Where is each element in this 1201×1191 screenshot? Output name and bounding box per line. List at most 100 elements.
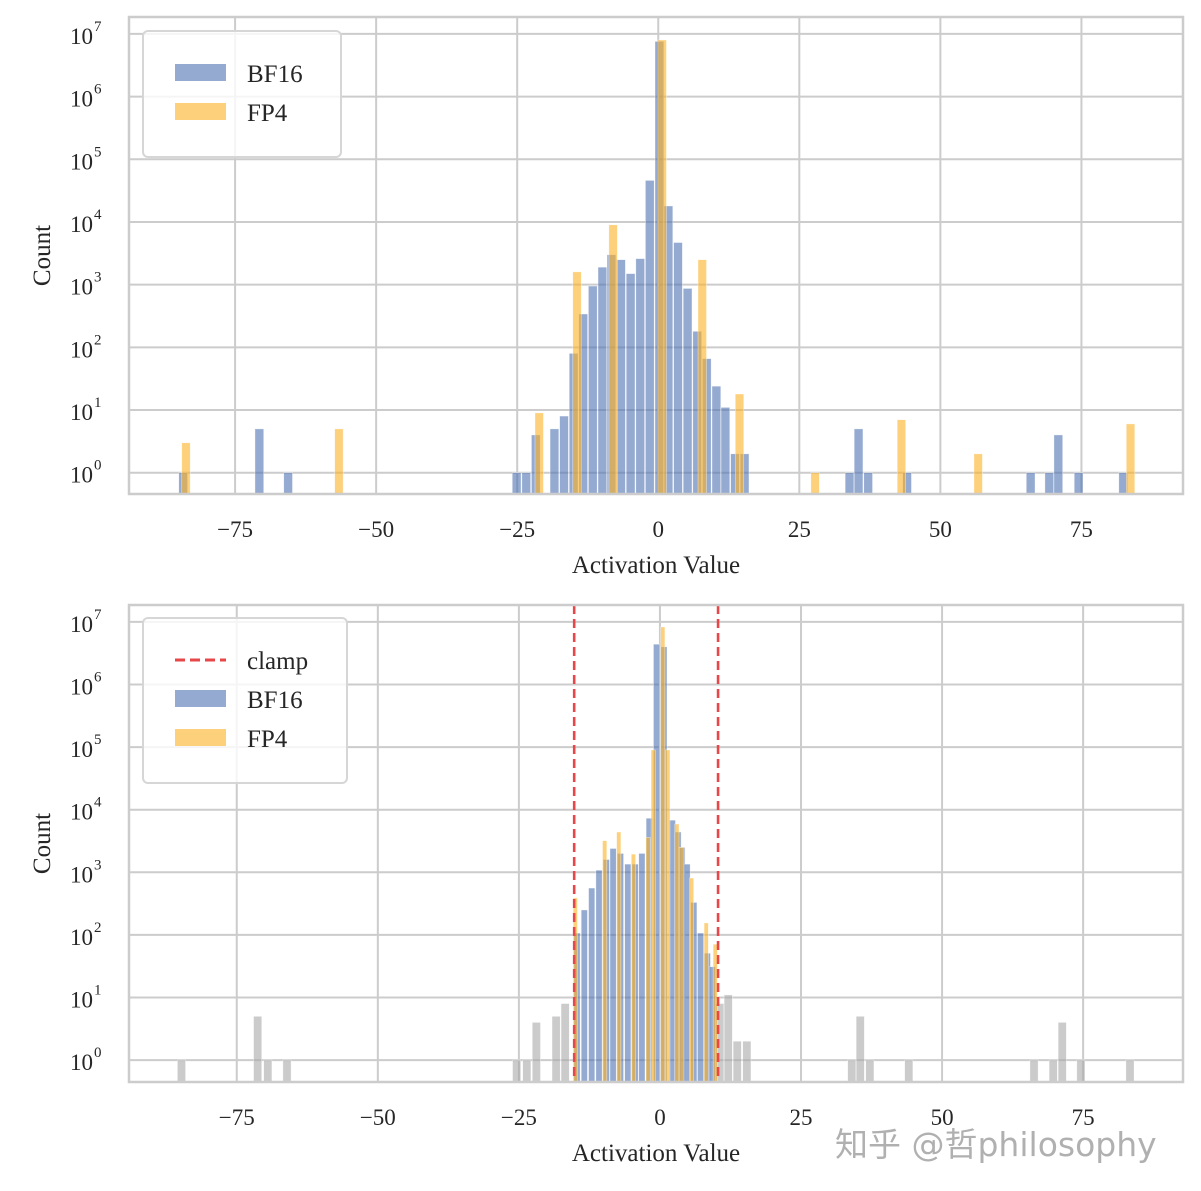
bar-BF16 [624, 863, 632, 1083]
legend-patch-swatch [175, 64, 226, 81]
bar-BF16 [254, 428, 265, 495]
bar-FP4 [660, 626, 666, 1083]
y-axis-label: Count [29, 813, 56, 874]
legend-box [142, 617, 348, 784]
y-tick-exponent: 5 [94, 144, 102, 160]
bar-FP4 [334, 428, 344, 495]
bar-FP4 [572, 271, 582, 495]
bar-BF16 [609, 848, 617, 1083]
bar-BF16 [635, 258, 645, 495]
y-tick-exponent: 0 [94, 458, 102, 474]
bar-outside-clamp [1076, 1059, 1086, 1083]
bar-BF16 [595, 869, 603, 1083]
y-tick-label: 10 [70, 87, 93, 112]
y-tick-exponent: 1 [94, 395, 102, 411]
bar-FP4 [896, 419, 906, 495]
bar-FP4 [734, 393, 745, 495]
bar-FP4 [665, 749, 671, 1083]
legend: clamp BF16 FP4 [142, 617, 348, 784]
series-FP4 [181, 39, 1136, 495]
bar-FP4 [1125, 423, 1136, 495]
bar-BF16 [863, 472, 873, 495]
bar-outside-clamp [512, 1059, 522, 1083]
x-tick-label: 75 [1070, 517, 1093, 542]
bar-BF16 [616, 259, 626, 495]
bar-outside-clamp [732, 1040, 742, 1083]
bar-outside-clamp [1125, 1059, 1135, 1083]
y-tick-exponent: 7 [94, 19, 102, 35]
y-axis-label: Count [29, 225, 56, 286]
watermark: 知乎 @哲philosophy [835, 1125, 1157, 1164]
bar-BF16 [283, 472, 293, 495]
bar-BF16 [625, 273, 636, 495]
bar-outside-clamp [1029, 1059, 1039, 1083]
bar-BF16 [588, 887, 596, 1083]
x-tick-label: 0 [654, 1105, 666, 1130]
legend-label: BF16 [247, 687, 303, 714]
y-tick-exponent: 2 [94, 920, 102, 936]
series-BF16 [573, 643, 716, 1083]
y-tick-exponent: 3 [94, 270, 102, 286]
y-tick-label: 10 [70, 337, 93, 362]
bar-FP4 [712, 943, 718, 1083]
x-tick-label: −75 [219, 1105, 255, 1130]
bar-outside-clamp [1048, 1059, 1058, 1083]
y-tick-exponent: 6 [94, 82, 102, 98]
legend-patch-swatch [175, 729, 226, 746]
x-tick-label: 50 [931, 1105, 954, 1130]
bar-BF16 [844, 472, 855, 495]
bar-BF16 [673, 242, 683, 495]
bar-FP4 [689, 877, 694, 1083]
x-axis-label: Activation Value [572, 1140, 740, 1167]
bar-outside-clamp [551, 1016, 561, 1083]
bar-outside-clamp [855, 1016, 865, 1083]
bar-outside-clamp [904, 1059, 914, 1083]
bar-outside-clamp [1057, 1022, 1067, 1083]
bar-outside-clamp [263, 1059, 273, 1083]
y-tick-label: 10 [70, 862, 93, 887]
y-tick-label: 10 [70, 24, 93, 49]
y-tick-exponent: 0 [94, 1045, 102, 1061]
bar-BF16 [511, 472, 522, 495]
bar-FP4 [703, 922, 709, 1083]
bar-outside-clamp [723, 994, 733, 1083]
bar-BF16 [597, 266, 608, 495]
bar-BF16 [720, 407, 731, 495]
y-tick-exponent: 4 [94, 795, 102, 811]
y-tick-exponent: 7 [94, 607, 102, 623]
x-axis-label: Activation Value [572, 552, 740, 579]
bar-FP4 [602, 840, 608, 1083]
y-tick-label: 10 [70, 612, 93, 637]
bar-BF16 [1025, 472, 1036, 495]
bar-BF16 [682, 288, 693, 495]
y-tick-exponent: 1 [94, 982, 102, 998]
y-tick-exponent: 2 [94, 332, 102, 348]
bar-FP4 [616, 831, 622, 1083]
x-tick-label: 50 [929, 517, 952, 542]
bar-FP4 [534, 412, 544, 495]
x-tick-label: −75 [217, 517, 253, 542]
bar-FP4 [697, 259, 707, 495]
bar-FP4 [973, 453, 983, 495]
y-tick-label: 10 [70, 800, 93, 825]
x-tick-label: 25 [790, 1105, 813, 1130]
bar-outside-clamp [282, 1059, 292, 1083]
y-tick-label: 10 [70, 987, 93, 1012]
y-tick-label: 10 [70, 675, 93, 700]
bar-BF16 [638, 853, 646, 1083]
y-tick-exponent: 5 [94, 732, 102, 748]
bar-FP4 [608, 224, 618, 495]
bar-outside-clamp [847, 1059, 857, 1083]
bar-FP4 [650, 749, 656, 1083]
y-tick-exponent: 4 [94, 207, 102, 223]
bar-outside-clamp [253, 1016, 263, 1083]
x-tick-label: 75 [1072, 1105, 1095, 1130]
legend-label: BF16 [247, 61, 303, 88]
y-tick-exponent: 3 [94, 857, 102, 873]
bar-outside-clamp [560, 1003, 570, 1083]
legend-label: FP4 [247, 726, 288, 753]
x-tick-label: −50 [358, 517, 394, 542]
bar-outside-clamp [742, 1040, 752, 1083]
legend-label: FP4 [247, 100, 288, 127]
